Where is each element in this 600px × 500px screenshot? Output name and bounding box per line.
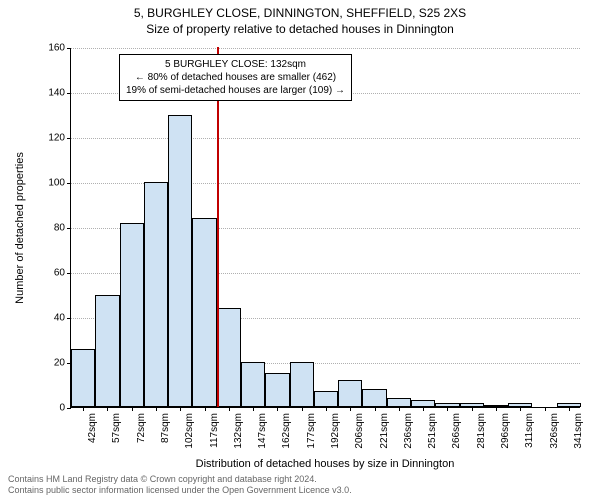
xtick-label: 326sqm (549, 413, 560, 449)
histogram-bar (338, 380, 362, 407)
xtick-mark (302, 407, 303, 411)
xtick-mark (156, 407, 157, 411)
histogram-bar (95, 295, 119, 408)
ytick-label: 20 (54, 358, 71, 369)
histogram-bar (71, 349, 95, 408)
xtick-label: 206sqm (354, 413, 365, 449)
xtick-mark (423, 407, 424, 411)
histogram-bar (217, 308, 241, 407)
xtick-mark (229, 407, 230, 411)
ytick-label: 80 (54, 223, 71, 234)
chart-plot-area: 02040608010012014016042sqm57sqm72sqm87sq… (70, 48, 580, 408)
ytick-label: 60 (54, 268, 71, 279)
xtick-mark (350, 407, 351, 411)
xtick-label: 117sqm (209, 413, 220, 448)
xtick-mark (375, 407, 376, 411)
xtick-label: 236sqm (403, 413, 414, 449)
ytick-label: 0 (59, 403, 71, 414)
xtick-label: 72sqm (136, 413, 147, 443)
xtick-label: 57sqm (111, 413, 122, 443)
y-axis-label: Number of detached properties (14, 152, 26, 304)
ytick-label: 160 (48, 43, 71, 54)
annotation-line-1: 5 BURGHLEY CLOSE: 132sqm (126, 58, 345, 71)
xtick-label: 102sqm (184, 413, 195, 449)
footer-line-1: Contains HM Land Registry data © Crown c… (8, 474, 352, 485)
histogram-bar (144, 182, 168, 407)
xtick-mark (132, 407, 133, 411)
reference-marker-line (217, 47, 219, 407)
ytick-label: 120 (48, 133, 71, 144)
xtick-mark (447, 407, 448, 411)
chart-supertitle: 5, BURGHLEY CLOSE, DINNINGTON, SHEFFIELD… (0, 6, 600, 20)
histogram-bar (192, 218, 216, 407)
xtick-mark (326, 407, 327, 411)
footer-line-2: Contains public sector information licen… (8, 485, 352, 496)
xtick-label: 296sqm (500, 413, 511, 449)
gridline (71, 138, 580, 139)
xtick-label: 147sqm (257, 413, 268, 449)
xtick-mark (399, 407, 400, 411)
ytick-label: 40 (54, 313, 71, 324)
ytick-label: 100 (48, 178, 71, 189)
xtick-label: 266sqm (451, 413, 462, 449)
gridline (71, 48, 580, 49)
histogram-bar (411, 400, 435, 407)
xtick-label: 221sqm (379, 413, 390, 449)
chart-subtitle: Size of property relative to detached ho… (0, 22, 600, 36)
annotation-box: 5 BURGHLEY CLOSE: 132sqm ← 80% of detach… (119, 54, 352, 101)
xtick-mark (472, 407, 473, 411)
xtick-mark (569, 407, 570, 411)
xtick-label: 177sqm (306, 413, 317, 449)
xtick-mark (205, 407, 206, 411)
xtick-mark (520, 407, 521, 411)
xtick-label: 162sqm (281, 413, 292, 449)
histogram-bar (362, 389, 386, 407)
ytick-label: 140 (48, 88, 71, 99)
x-axis-label: Distribution of detached houses by size … (70, 458, 580, 470)
histogram-bar (265, 373, 289, 407)
xtick-label: 192sqm (330, 413, 341, 449)
histogram-bar (241, 362, 265, 407)
histogram-bar (314, 391, 338, 407)
xtick-mark (277, 407, 278, 411)
histogram-bar (290, 362, 314, 407)
xtick-label: 87sqm (160, 413, 171, 443)
xtick-label: 281sqm (476, 413, 487, 449)
histogram-bar (387, 398, 411, 407)
xtick-mark (180, 407, 181, 411)
xtick-mark (83, 407, 84, 411)
xtick-label: 251sqm (427, 413, 438, 449)
xtick-label: 341sqm (573, 413, 584, 449)
xtick-label: 132sqm (233, 413, 244, 449)
xtick-mark (496, 407, 497, 411)
xtick-label: 42sqm (87, 413, 98, 443)
footer-attribution: Contains HM Land Registry data © Crown c… (8, 474, 352, 496)
xtick-label: 311sqm (524, 413, 535, 448)
annotation-line-3: 19% of semi-detached houses are larger (… (126, 84, 345, 97)
xtick-mark (545, 407, 546, 411)
histogram-bar (120, 223, 144, 408)
annotation-line-2: ← 80% of detached houses are smaller (46… (126, 71, 345, 84)
xtick-mark (253, 407, 254, 411)
histogram-bar (168, 115, 192, 408)
xtick-mark (107, 407, 108, 411)
